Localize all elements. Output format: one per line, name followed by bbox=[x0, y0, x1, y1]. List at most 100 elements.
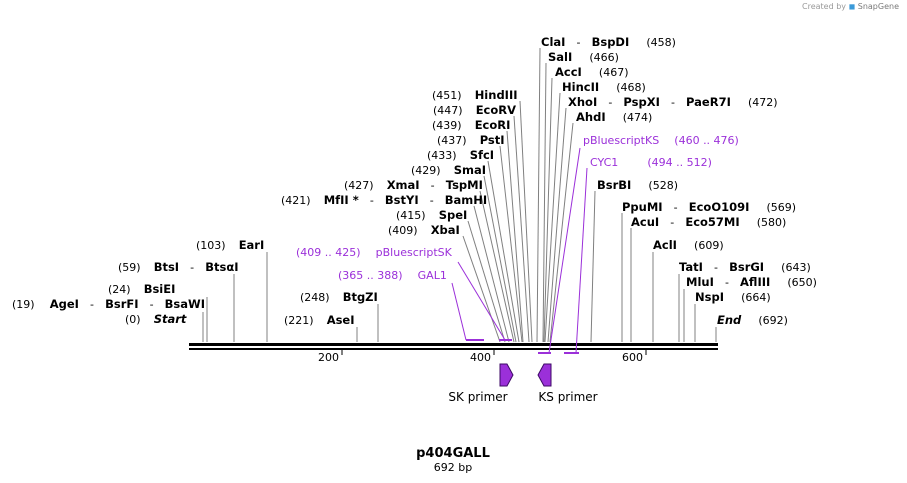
ks-primer-arrow-icon[interactable] bbox=[537, 363, 552, 387]
enzyme-site-19[interactable]: (19) AgeI - BsrFI - BsaWI bbox=[12, 293, 205, 312]
leader-line bbox=[506, 130, 524, 343]
enzyme-site-650[interactable]: MluI - AflIII (650) bbox=[686, 271, 817, 290]
site-position: (466) bbox=[589, 51, 619, 64]
site-position: (248) bbox=[300, 291, 330, 304]
site-position: (528) bbox=[648, 179, 678, 192]
leader-line bbox=[590, 190, 596, 343]
enzyme-site-466[interactable]: SalI (466) bbox=[548, 46, 619, 65]
feature-name: pBluescriptSK bbox=[376, 246, 453, 259]
enzyme-site-664[interactable]: NspI (664) bbox=[695, 286, 771, 305]
dna-backbone bbox=[189, 343, 718, 350]
axis-tick-label: 600 bbox=[622, 351, 643, 364]
feature-label-cyc1[interactable]: CYC1 (494 .. 512) bbox=[590, 151, 712, 170]
enzyme-site-528[interactable]: BsrBI (528) bbox=[597, 174, 678, 193]
ks-primer-label[interactable]: KS primer bbox=[538, 390, 597, 404]
site-position: (447) bbox=[433, 104, 463, 117]
enzyme-separator: - bbox=[370, 194, 374, 207]
site-position: (439) bbox=[432, 119, 462, 132]
enzyme-name: BsrGI bbox=[729, 260, 764, 274]
enzyme-name: SalI bbox=[548, 50, 572, 64]
feature-mark-gal1 bbox=[466, 339, 484, 341]
enzyme-name: EcoRI bbox=[475, 118, 511, 132]
enzyme-site-569[interactable]: PpuMI - EcoO109I (569) bbox=[622, 196, 796, 215]
feature-label-pbluescriptsk[interactable]: (409 .. 425) pBluescriptSK bbox=[296, 241, 453, 260]
enzyme-site-59[interactable]: (59) BtsI - BtsαI bbox=[118, 256, 239, 275]
enzyme-site-427[interactable]: (427) XmaI - TspMI bbox=[344, 174, 483, 193]
site-position: (569) bbox=[766, 201, 796, 214]
enzyme-site-439[interactable]: (439) EcoRI bbox=[432, 114, 510, 133]
enzyme-name: BstYI bbox=[385, 193, 419, 207]
feature-marks bbox=[466, 339, 579, 354]
enzyme-name: TspMI bbox=[446, 178, 483, 192]
leader-line bbox=[536, 47, 541, 343]
sk-primer-arrow-icon[interactable] bbox=[499, 363, 514, 387]
feature-leader-lines bbox=[451, 147, 588, 354]
site-position: (103) bbox=[196, 239, 226, 252]
site-position: (24) bbox=[108, 283, 131, 296]
enzyme-name: AccI bbox=[555, 65, 582, 79]
enzyme-separator: - bbox=[608, 96, 612, 109]
enzyme-site-433[interactable]: (433) SfcI bbox=[427, 144, 494, 163]
enzyme-name: BtsI bbox=[154, 260, 179, 274]
end-label: End (692) bbox=[717, 309, 788, 328]
enzyme-site-467[interactable]: AccI (467) bbox=[555, 61, 629, 80]
enzyme-labels-right: ClaI - BspDI (458) SalI (466) AccI (467)… bbox=[541, 31, 817, 328]
enzyme-name: XmaI bbox=[387, 178, 420, 192]
enzyme-site-580[interactable]: AcuI - Eco57MI (580) bbox=[631, 211, 786, 230]
site-position: (433) bbox=[427, 149, 457, 162]
enzyme-name: EcoRV bbox=[476, 103, 516, 117]
enzyme-site-643[interactable]: TatI - BsrGI (643) bbox=[679, 256, 811, 275]
feature-label-pbluescriptks[interactable]: pBluescriptKS (460 .. 476) bbox=[583, 129, 739, 148]
leader-line bbox=[467, 220, 506, 343]
feature-leader-cyc1 bbox=[575, 167, 588, 354]
enzyme-site-415[interactable]: (415) SpeI bbox=[396, 204, 467, 223]
site-position: (472) bbox=[748, 96, 778, 109]
enzyme-site-447[interactable]: (447) EcoRV bbox=[433, 99, 516, 118]
enzyme-name: MfII * bbox=[324, 193, 359, 207]
site-position: (467) bbox=[599, 66, 629, 79]
feature-label-gal1[interactable]: (365 .. 388) GAL1 bbox=[338, 264, 447, 283]
enzyme-name: HincII bbox=[562, 80, 599, 94]
enzyme-site-468[interactable]: HincII (468) bbox=[562, 76, 646, 95]
enzyme-site-221[interactable]: (221) AseI bbox=[284, 309, 355, 328]
leader-line bbox=[542, 62, 547, 343]
enzyme-site-437[interactable]: (437) PstI bbox=[437, 129, 505, 148]
start-name: Start bbox=[154, 312, 187, 326]
enzyme-name: SfcI bbox=[470, 148, 494, 162]
enzyme-site-429[interactable]: (429) SmaI bbox=[411, 159, 486, 178]
enzyme-name: BspDI bbox=[592, 35, 630, 49]
enzyme-site-248[interactable]: (248) BtgZI bbox=[300, 286, 378, 305]
enzyme-site-472[interactable]: XhoI - PspXI - PaeR7I (472) bbox=[568, 91, 778, 110]
enzyme-name: BsrFI bbox=[105, 297, 138, 311]
feature-leader-gal1 bbox=[451, 282, 467, 341]
enzyme-name: AgeI bbox=[50, 297, 79, 311]
enzyme-site-458[interactable]: ClaI - BspDI (458) bbox=[541, 31, 676, 50]
enzyme-site-451[interactable]: (451) HindIII bbox=[432, 84, 518, 103]
enzyme-separator: - bbox=[674, 201, 678, 214]
site-position: (221) bbox=[284, 314, 314, 327]
primers: SK primer KS primer bbox=[448, 363, 598, 404]
leader-line bbox=[543, 77, 553, 343]
enzyme-site-103[interactable]: (103) EarI bbox=[196, 234, 264, 253]
credit-brand: SnapGene bbox=[857, 2, 899, 11]
enzyme-site-24[interactable]: (24) BsiEI bbox=[108, 278, 175, 297]
leader-line bbox=[499, 145, 523, 343]
snapgene-credit: Created by ◼ SnapGene bbox=[802, 2, 899, 11]
feature-name: pBluescriptKS bbox=[583, 134, 659, 147]
enzyme-site-474[interactable]: AhdI (474) bbox=[576, 106, 652, 125]
enzyme-separator: - bbox=[190, 261, 194, 274]
enzyme-name: AhdI bbox=[576, 110, 606, 124]
enzyme-separator: - bbox=[90, 298, 94, 311]
sk-primer-label[interactable]: SK primer bbox=[448, 390, 507, 404]
leader-line bbox=[544, 92, 561, 343]
leader-line bbox=[479, 190, 515, 343]
site-position: (609) bbox=[694, 239, 724, 252]
enzyme-name: AcuI bbox=[631, 215, 659, 229]
leader-line bbox=[487, 160, 520, 343]
enzyme-site-409[interactable]: (409) XbaI bbox=[388, 219, 460, 238]
enzyme-site-609[interactable]: AclI (609) bbox=[653, 234, 724, 253]
enzyme-site-421[interactable]: (421) MfII * - BstYI - BamHI bbox=[281, 189, 487, 208]
site-position: (421) bbox=[281, 194, 311, 207]
end-name: End bbox=[717, 313, 742, 327]
